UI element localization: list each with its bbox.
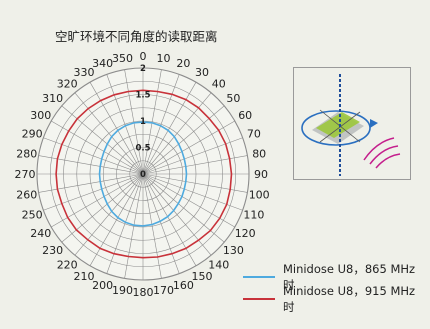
chart-title: 空旷环境不同角度的读取距离 xyxy=(55,29,218,44)
radial-tick-label: 1.5 xyxy=(135,91,150,101)
angular-grid-spoke xyxy=(106,173,144,274)
angle-tick-label: 100 xyxy=(249,189,270,202)
angle-tick-label: 230 xyxy=(42,244,63,257)
orientation-diagram xyxy=(293,67,411,180)
angle-tick-label: 290 xyxy=(22,128,43,141)
angular-grid-spoke xyxy=(142,173,180,274)
rotation-arrow-icon xyxy=(370,119,378,128)
angle-tick-label: 20 xyxy=(176,57,190,70)
angle-tick-label: 140 xyxy=(208,258,229,271)
angle-tick-label: 0 xyxy=(140,50,147,63)
angular-grid-spoke xyxy=(142,173,212,256)
angular-grid-spoke xyxy=(124,173,144,279)
angle-tick-label: 270 xyxy=(15,168,36,181)
angle-tick-label: 330 xyxy=(74,66,95,79)
angle-tick-label: 120 xyxy=(235,227,256,240)
angle-tick-label: 200 xyxy=(92,279,113,292)
series-line-1 xyxy=(55,89,233,259)
angle-tick-label: 340 xyxy=(92,57,113,70)
angular-grid-spoke xyxy=(142,173,197,266)
angular-grid-spoke xyxy=(142,173,162,279)
angular-grid-spoke xyxy=(89,82,144,175)
angle-tick-label: 240 xyxy=(30,227,51,240)
angle-tick-label: 300 xyxy=(30,109,51,122)
angular-grid-spoke xyxy=(89,173,144,266)
angular-grid-spoke xyxy=(38,173,144,193)
legend-label-915: Minidose U8，915 MHz 时 xyxy=(282,284,416,314)
angle-tick-label: 260 xyxy=(16,189,37,202)
radial-tick-label: 0 xyxy=(140,170,146,180)
angle-tick-label: 10 xyxy=(157,52,171,65)
angular-grid-spoke xyxy=(142,69,162,175)
angle-tick-label: 250 xyxy=(22,208,43,221)
radial-tick-label: 2 xyxy=(140,64,146,74)
angular-grid-spoke xyxy=(61,105,144,175)
angular-grid-spoke xyxy=(51,120,144,175)
angular-grid-spoke xyxy=(74,92,144,175)
orientation-diagram-graphic xyxy=(301,74,401,176)
reader-wave-2 xyxy=(369,145,399,165)
angular-grid-spoke xyxy=(142,92,212,175)
legend-label-865: Minidose U8，865 MHz 时 xyxy=(282,262,416,292)
angle-tick-label: 170 xyxy=(153,284,174,297)
angle-tick-label: 50 xyxy=(226,92,240,105)
angular-grid-spoke xyxy=(142,105,225,175)
angle-tick-label: 180 xyxy=(133,286,154,299)
reader-wave-1 xyxy=(363,137,395,161)
legend-swatch-blue xyxy=(243,276,275,278)
angle-tick-label: 130 xyxy=(223,244,244,257)
reader-wave-3 xyxy=(375,153,401,169)
angular-grid-spoke xyxy=(106,74,144,175)
angle-tick-label: 190 xyxy=(112,284,133,297)
series-line-0 xyxy=(98,121,188,227)
angle-tick-label: 150 xyxy=(192,270,213,283)
angular-grid-spoke xyxy=(124,69,144,175)
angle-tick-label: 310 xyxy=(42,92,63,105)
angular-grid-spoke xyxy=(74,173,144,256)
angular-grid-spoke xyxy=(61,173,144,243)
angular-grid-spoke xyxy=(142,74,180,175)
legend: Minidose U8，865 MHz 时 Minidose U8，915 MH… xyxy=(243,262,430,314)
angular-grid-spoke xyxy=(38,155,144,175)
legend-item-865: Minidose U8，865 MHz 时 xyxy=(243,262,430,292)
angle-tick-label: 280 xyxy=(16,148,37,161)
angle-tick-label: 350 xyxy=(112,52,133,65)
radial-tick-label: 1 xyxy=(140,117,146,127)
angular-grid-spoke xyxy=(43,173,144,211)
angle-tick-label: 60 xyxy=(238,109,252,122)
angular-grid-spoke xyxy=(142,120,235,175)
angle-tick-label: 160 xyxy=(173,279,194,292)
angular-grid-spoke xyxy=(43,137,144,175)
angular-grid-spoke xyxy=(51,173,144,228)
rfid-tag xyxy=(316,112,360,138)
angle-tick-label: 220 xyxy=(57,258,78,271)
angle-tick-label: 210 xyxy=(74,270,95,283)
angle-tick-label: 70 xyxy=(247,128,261,141)
angle-tick-label: 90 xyxy=(254,168,268,181)
angle-tick-label: 110 xyxy=(243,208,264,221)
legend-swatch-red xyxy=(243,298,275,300)
angle-tick-label: 30 xyxy=(195,66,209,79)
radial-tick-label: 0.5 xyxy=(135,144,150,154)
angle-tick-label: 40 xyxy=(212,78,226,91)
legend-item-915: Minidose U8，915 MHz 时 xyxy=(243,284,430,314)
angle-tick-label: 320 xyxy=(57,78,78,91)
angular-grid-spoke xyxy=(142,82,197,175)
angle-tick-label: 80 xyxy=(252,148,266,161)
